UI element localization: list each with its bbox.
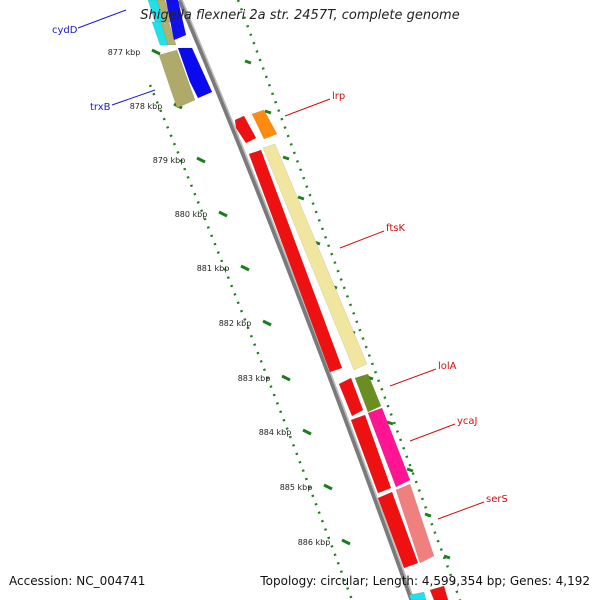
outer-ruler-tick [282,155,290,161]
genome-backbone-highlight [181,0,415,600]
ycaJ-pink-feature [367,407,411,488]
gene-label: cydD [52,25,78,36]
kbp-tick-label: 885 kbp [280,483,313,492]
kbp-tick-label: 881 kbp [197,264,230,273]
gene-label: ftsK [386,223,405,234]
bottom-cyan-feature [408,591,427,600]
gene-leader-line [389,368,437,387]
gene-leader-line [339,230,385,249]
cydD-olive-feature [160,21,177,46]
kbp-tick-label: 880 kbp [175,210,208,219]
kbp-major-tick [218,210,228,218]
kbp-major-tick [151,48,161,56]
gene-label: serS [486,494,508,505]
kbp-tick-label: 886 kbp [298,538,331,547]
outer-ruler-track [236,0,462,600]
trxB-olive-feature [158,49,196,109]
gene-label: lrp [332,91,345,102]
accession-text: Accession: NC_004741 [9,574,146,588]
lolA-green-feature [354,373,382,413]
trxB-blue-feature [177,47,213,99]
outer-ruler-tick [264,109,272,115]
gene-leader-line [409,423,456,442]
kbp-major-tick [281,374,291,382]
gene-leader-line [111,89,156,106]
outer-ruler-tick [424,512,432,518]
label-layer: lrp ftsK lolA ycaJ serS cydD trxB [52,9,508,520]
outer-ruler-tick [297,195,305,201]
gene-leader-line [77,9,127,29]
ftsK-red-feature [248,149,343,373]
kbp-major-tick [302,428,312,436]
ftsK-pale-feature [262,143,368,371]
lrp-orange-feature [251,109,278,140]
serS-salmon-feature [395,483,435,564]
kbp-major-tick [196,156,206,164]
ycaJ-red-feature [350,414,392,494]
kbp-tick-label: 882 kbp [219,319,252,328]
cydD-blue-feature [165,0,187,41]
kbp-major-tick [323,483,333,491]
kbp-tick-label: 884 kbp [259,428,292,437]
kbp-tick-label: 879 kbp [153,156,186,165]
kbp-tick-label: 878 kbp [130,102,163,111]
gene-label: trxB [90,102,111,113]
outer-ruler-tick [443,554,451,560]
lrp-red-feature [234,115,257,144]
outer-ruler-tick [406,467,414,473]
serS-red-feature [377,491,419,569]
kbp-tick-label: 883 kbp [238,374,271,383]
outer-ruler-tick [386,420,394,426]
gene-label: ycaJ [457,416,478,427]
feature-layer [147,0,449,600]
gene-label: lolA [438,361,457,372]
gene-leader-line [437,501,485,520]
gene-leader-line [284,98,331,117]
kbp-major-tick [262,319,272,327]
genome-backbone [177,0,415,600]
kbp-major-tick [341,538,351,546]
lolA-red-feature [338,377,364,417]
topology-text: Topology: circular; Length: 4,599,354 bp… [260,574,590,588]
outer-ruler-tick [244,59,252,65]
backbone-layer [177,0,415,600]
kbp-tick-label: 877 kbp [108,48,141,57]
map-title: Shigella flexneri 2a str. 2457T, complet… [140,8,460,23]
bottom-red-feature [429,585,449,600]
kbp-major-tick [240,264,250,272]
